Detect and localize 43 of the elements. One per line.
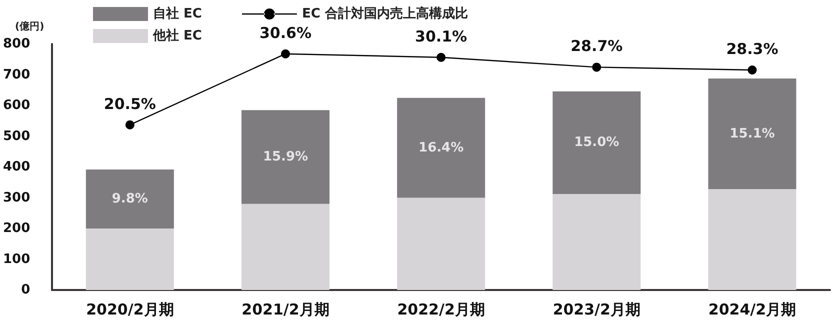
y-tick-label: 100 [2, 252, 30, 267]
annotation: 15.9% [262, 150, 308, 165]
y-tick-label: 800 [2, 36, 30, 52]
y-tick-label: 700 [2, 67, 30, 82]
x-tick-label: 2021/2月期 [242, 300, 330, 318]
bar [552, 194, 641, 290]
y-tick-label: 600 [2, 98, 30, 113]
point [436, 52, 446, 62]
annotation: 9.8% [112, 191, 148, 206]
bar [241, 110, 330, 204]
y-tick-label: 0 [21, 282, 30, 298]
bar [86, 169, 174, 228]
bar [397, 198, 486, 290]
bar [241, 204, 330, 290]
annotation: 15.1% [730, 126, 775, 142]
data-label: 30.6% [259, 24, 312, 42]
x-tick-label: 2023/2月期 [552, 300, 640, 318]
point [125, 120, 134, 130]
bar [708, 78, 796, 190]
y-tick-label: 200 [2, 221, 30, 236]
legend-label: 他社 EC [152, 28, 202, 44]
bar [708, 189, 796, 290]
y-tick-label: 400 [2, 160, 30, 174]
bar [86, 228, 174, 290]
x-tick-label: 2022/2月期 [397, 300, 485, 318]
legend-label: 自社 EC [153, 6, 202, 22]
x-tick-label: 2024/2月期 [708, 300, 796, 318]
point [748, 66, 757, 75]
point [281, 49, 290, 58]
annotation: 16.4% [418, 140, 464, 156]
y-axis-title: (億円) [14, 20, 44, 32]
data-label: 28.3% [726, 40, 778, 58]
x-tick-label: 2020/2月期 [86, 300, 174, 318]
bar [552, 91, 641, 194]
y-tick-label: 500 [2, 128, 30, 144]
legend-label: EC 合計対国内売上高構成比 [302, 6, 468, 22]
data-label: 28.7% [570, 37, 623, 56]
data-label: 30.1% [415, 27, 468, 46]
point [592, 62, 602, 72]
bar [397, 98, 486, 198]
annotation: 15.0% [574, 135, 620, 150]
data-label: 20.5% [104, 94, 156, 113]
y-tick-label: 300 [2, 190, 30, 206]
